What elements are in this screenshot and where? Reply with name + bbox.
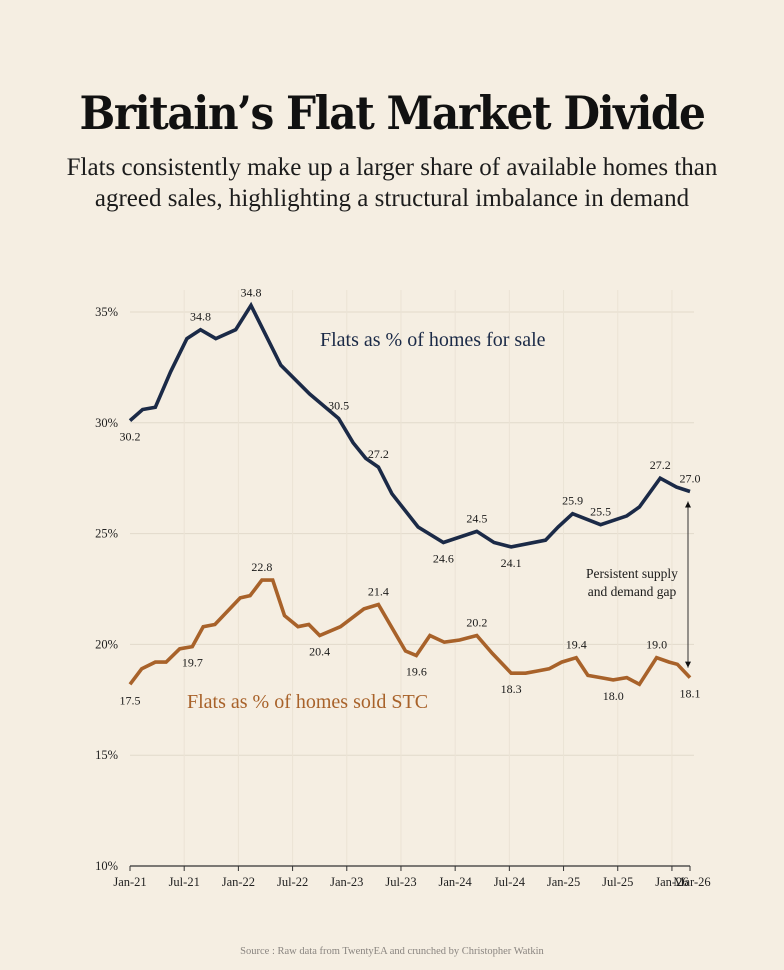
x-tick-label: Jan-22 xyxy=(222,875,255,889)
data-label: 30.2 xyxy=(120,430,141,444)
x-tick-label: Jan-26 xyxy=(655,875,688,889)
data-labels: 30.2 34.8 34.8 30.5 27.2 24.6 24.5 24.1 25.9 25.5… xyxy=(120,285,701,707)
data-label: 34.8 xyxy=(241,285,262,299)
series-line-for-sale xyxy=(128,301,691,549)
x-tick-label: Jul-23 xyxy=(385,875,416,889)
x-tick-label: Jan-23 xyxy=(330,875,363,889)
data-label: 19.6 xyxy=(406,664,427,678)
data-label: 18.0 xyxy=(603,689,624,703)
data-label: 18.1 xyxy=(680,687,701,701)
data-label: 27.2 xyxy=(650,458,671,472)
data-label: 17.5 xyxy=(120,693,141,707)
x-tick-label: Jul-22 xyxy=(277,875,308,889)
data-label: 24.5 xyxy=(466,511,487,525)
data-label: 24.6 xyxy=(433,551,454,565)
data-label: 24.1 xyxy=(501,556,522,570)
grid xyxy=(130,290,694,866)
x-tick-label: Jan-21 xyxy=(113,875,146,889)
y-tick-label: 30% xyxy=(95,416,118,430)
annotation-line-1: Persistent supply xyxy=(586,566,678,581)
subtitle-line-2: agreed sales, highlighting a structural … xyxy=(94,185,690,212)
x-tick-label: Jul-21 xyxy=(169,875,200,889)
y-tick-label: 25% xyxy=(95,527,118,541)
y-axis: 10% 15% 20% 25% 30% 35% xyxy=(95,305,118,873)
arrow-head-up-icon xyxy=(685,501,691,508)
chart-title: Britain’s Flat Market Divide xyxy=(79,86,706,140)
x-tick-label: Jul-25 xyxy=(602,875,633,889)
data-label: 27.0 xyxy=(680,471,701,485)
x-tick-label: Jan-25 xyxy=(547,875,580,889)
data-label: 34.8 xyxy=(190,310,211,324)
source-note: Source : Raw data from TwentyEA and crun… xyxy=(240,946,544,957)
data-label: 19.7 xyxy=(182,656,203,670)
x-tick-label: Jan-24 xyxy=(438,875,472,889)
legend-sold-stc: Flats as % of homes sold STC xyxy=(187,691,428,713)
data-label: 27.2 xyxy=(368,447,389,461)
data-label: 22.8 xyxy=(251,560,272,574)
y-tick-label: 10% xyxy=(95,859,118,873)
legend-for-sale: Flats as % of homes for sale xyxy=(320,329,546,351)
x-tick-label: Jul-24 xyxy=(494,875,526,889)
annotation-line-2: and demand gap xyxy=(588,584,677,599)
line-chart: Jan-21 Jul-21 Jan-22 Jul-22 Jan-23 Jul-23 Jan-… xyxy=(95,285,711,889)
data-label: 20.2 xyxy=(466,616,487,630)
y-tick-label: 35% xyxy=(95,305,118,319)
data-label: 30.5 xyxy=(328,398,349,412)
data-label: 19.0 xyxy=(646,638,667,652)
legend: Flats as % of homes for sale Flats as % … xyxy=(187,329,546,713)
chart-subtitle: Flats consistently make up a larger shar… xyxy=(0,152,784,214)
data-label: 21.4 xyxy=(368,585,389,599)
subtitle-line-1: Flats consistently make up a larger shar… xyxy=(66,154,718,181)
y-tick-label: 20% xyxy=(95,637,118,651)
x-tick-label: Mar-26 xyxy=(673,875,710,889)
gap-annotation: Persistent supply and demand gap xyxy=(586,501,691,668)
data-label: 20.4 xyxy=(309,645,330,659)
arrow-head-down-icon xyxy=(685,661,691,668)
data-label: 18.3 xyxy=(501,682,522,696)
series xyxy=(128,301,692,687)
series-line-sold-stc xyxy=(128,578,692,687)
y-tick-label: 15% xyxy=(95,748,118,762)
data-label: 25.9 xyxy=(562,494,583,508)
data-label: 19.4 xyxy=(566,638,587,652)
data-label: 25.5 xyxy=(590,505,611,519)
x-axis: Jan-21 Jul-21 Jan-22 Jul-22 Jan-23 Jul-23 Jan-… xyxy=(113,865,711,889)
